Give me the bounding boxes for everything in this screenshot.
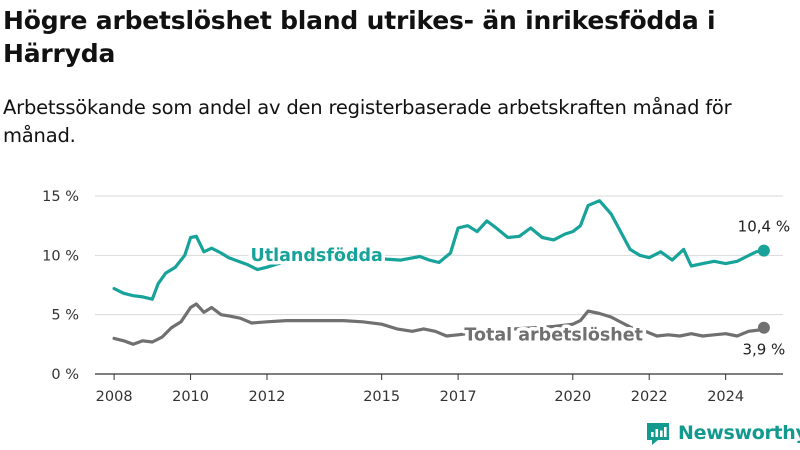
newsworthy-icon bbox=[647, 423, 669, 445]
series-line-utlandsfodda bbox=[112, 199, 766, 301]
y-tick-label: 15 % bbox=[42, 189, 79, 205]
series-line-total bbox=[112, 302, 766, 346]
series-label-utlandsfodda: Utlandsfödda bbox=[251, 246, 383, 266]
x-tick-label: 2020 bbox=[554, 389, 591, 405]
end-point-utlandsfodda bbox=[757, 244, 770, 257]
series-label-halo: Utlandsfödda bbox=[251, 246, 383, 266]
series-label-total: Total arbetslöshet bbox=[464, 326, 643, 346]
x-tick-label: 2015 bbox=[363, 389, 400, 405]
chart-subtitle: Arbetssökande som andel av den registerb… bbox=[3, 96, 732, 147]
x-tick-label: 2012 bbox=[249, 389, 286, 405]
end-value-label-utlandsfodda: 10,4 % bbox=[738, 218, 790, 236]
end-value-label-total: 3,9 % bbox=[742, 341, 785, 359]
x-tick-label: 2022 bbox=[631, 389, 668, 405]
series-label-halo: Total arbetslöshet bbox=[464, 326, 643, 346]
end-point-total bbox=[757, 321, 770, 334]
x-tick-label: 2008 bbox=[96, 389, 133, 405]
y-tick-label: 5 % bbox=[51, 308, 79, 324]
newsworthy-logo: Newsworthy bbox=[645, 420, 800, 446]
brand-name: Newsworthy bbox=[678, 422, 800, 444]
y-tick-label: 10 % bbox=[42, 248, 79, 264]
x-tick-label: 2017 bbox=[440, 389, 477, 405]
y-tick-label: 0 % bbox=[51, 367, 79, 383]
chart-title: Högre arbetslöshet bland utrikes- än inr… bbox=[3, 6, 716, 68]
x-tick-label: 2010 bbox=[172, 389, 209, 405]
x-tick-label: 2024 bbox=[707, 389, 744, 405]
